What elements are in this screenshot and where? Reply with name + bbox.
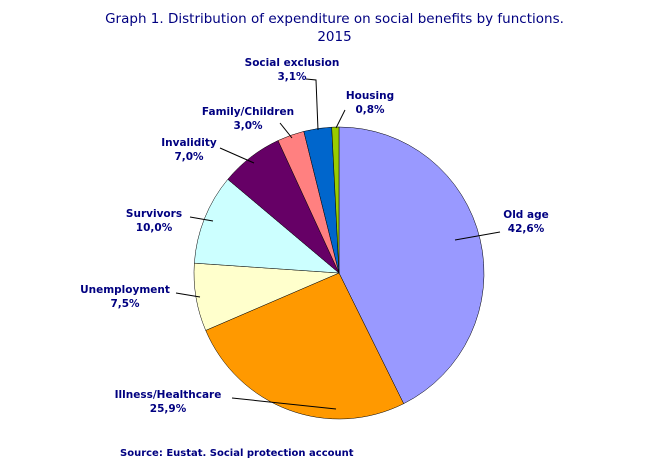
slice-value-housing: 0,8% <box>355 104 385 116</box>
chart-title: Graph 1. Distribution of expenditure on … <box>0 10 669 46</box>
slice-value-survivors: 10,0% <box>136 222 173 234</box>
slice-label-illness-healthcare: Illness/Healthcare <box>115 389 222 401</box>
slice-label-old-age: Old age <box>503 209 548 221</box>
pie-slice-illness-healthcare <box>205 272 405 420</box>
pie-slice-housing <box>331 126 340 274</box>
leader-line-family-children <box>279 122 293 139</box>
slice-value-social-exclusion: 3,1% <box>277 71 307 83</box>
slice-label-invalidity: Invalidity <box>161 137 217 149</box>
slice-value-invalidity: 7,0% <box>174 151 204 163</box>
chart-source: Source: Eustat. Social protection accoun… <box>120 448 354 459</box>
slice-label-survivors: Survivors <box>126 208 182 220</box>
leader-line-old-age <box>454 231 501 241</box>
slice-value-unemployment: 7,5% <box>110 298 140 310</box>
chart-title-line1: Graph 1. Distribution of expenditure on … <box>105 11 564 27</box>
leader-line-housing <box>335 109 346 129</box>
chart-title-line2: 2015 <box>317 29 352 45</box>
leader-line-invalidity <box>219 147 255 164</box>
slice-label-family-children: Family/Children <box>202 106 294 118</box>
pie-slice-survivors <box>194 178 340 274</box>
slice-label-social-exclusion: Social exclusion <box>245 57 340 69</box>
leader-line-illness-healthcare <box>231 397 337 410</box>
slice-value-old-age: 42,6% <box>508 223 545 235</box>
leader-line-survivors <box>189 216 214 222</box>
pie-slice-old-age <box>338 126 485 405</box>
leader-line-social-exclusion <box>305 78 319 131</box>
leader-line-unemployment <box>175 292 201 298</box>
slice-label-unemployment: Unemployment <box>80 284 170 296</box>
slice-label-housing: Housing <box>346 90 394 102</box>
slice-value-illness-healthcare: 25,9% <box>150 403 187 415</box>
slice-value-family-children: 3,0% <box>233 120 263 132</box>
